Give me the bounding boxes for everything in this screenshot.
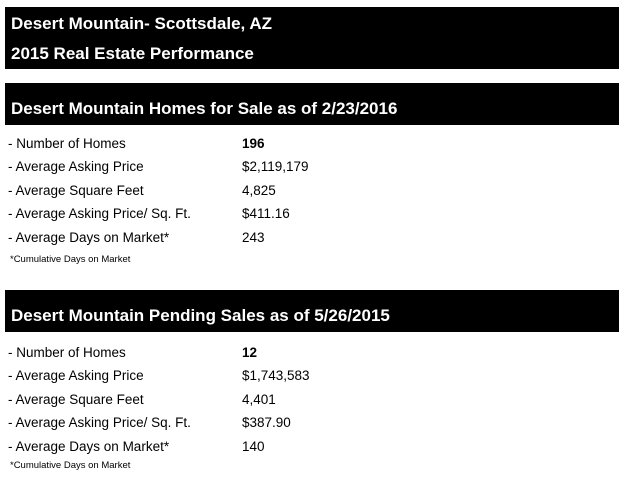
pending-sales-footnote: *Cumulative Days on Market bbox=[10, 460, 131, 471]
stat-value: 12 bbox=[242, 345, 258, 360]
report-subtitle: 2015 Real Estate Performance bbox=[11, 44, 254, 63]
homes-for-sale-heading: Desert Mountain Homes for Sale as of 2/2… bbox=[5, 83, 619, 125]
stat-row-average-price-per-sqft: - Average Asking Price/ Sq. Ft. $411.16 bbox=[8, 202, 618, 225]
stat-value: $387.90 bbox=[242, 415, 291, 431]
stat-value: 140 bbox=[242, 438, 265, 454]
stat-row-number-of-homes: - Number of Homes 12 bbox=[8, 341, 618, 364]
stat-row-average-asking-price: - Average Asking Price $2,119,179 bbox=[8, 155, 618, 178]
stat-label: - Average Square Feet bbox=[8, 391, 144, 407]
stat-value: $411.16 bbox=[242, 206, 290, 222]
pending-sales-heading: Desert Mountain Pending Sales as of 5/26… bbox=[5, 290, 619, 332]
stat-value: 4,825 bbox=[242, 182, 276, 198]
stat-label: - Average Asking Price/ Sq. Ft. bbox=[8, 415, 191, 431]
stat-label: - Average Days on Market* bbox=[8, 438, 170, 454]
stat-label: - Number of Homes bbox=[8, 136, 126, 151]
stat-row-average-price-per-sqft: - Average Asking Price/ Sq. Ft. $387.90 bbox=[8, 411, 618, 434]
report-title: Desert Mountain- Scottsdale, AZ bbox=[11, 14, 273, 33]
stat-value: 243 bbox=[242, 229, 265, 245]
stat-row-average-square-feet: - Average Square Feet 4,401 bbox=[8, 388, 618, 411]
stat-label: - Average Asking Price/ Sq. Ft. bbox=[8, 206, 191, 222]
stat-value: $1,743,583 bbox=[242, 368, 310, 384]
homes-for-sale-stats: - Number of Homes 196 - Average Asking P… bbox=[8, 132, 618, 249]
stat-value: $2,119,179 bbox=[242, 159, 309, 175]
stat-label: - Average Asking Price bbox=[8, 368, 144, 384]
stat-label: - Average Days on Market* bbox=[8, 229, 170, 245]
homes-for-sale-footnote: *Cumulative Days on Market bbox=[10, 254, 131, 265]
report-title-banner: Desert Mountain- Scottsdale, AZ 2015 Rea… bbox=[5, 7, 619, 69]
stat-label: - Number of Homes bbox=[8, 345, 126, 360]
stat-row-average-days-on-market: - Average Days on Market* 243 bbox=[8, 226, 618, 249]
stat-value: 4,401 bbox=[242, 391, 276, 407]
stat-row-average-days-on-market: - Average Days on Market* 140 bbox=[8, 435, 618, 458]
stat-label: - Average Square Feet bbox=[8, 182, 144, 198]
stat-value: 196 bbox=[242, 136, 265, 151]
stat-row-average-square-feet: - Average Square Feet 4,825 bbox=[8, 179, 618, 202]
stat-row-number-of-homes: - Number of Homes 196 bbox=[8, 132, 618, 155]
pending-sales-stats: - Number of Homes 12 - Average Asking Pr… bbox=[8, 341, 618, 458]
stat-row-average-asking-price: - Average Asking Price $1,743,583 bbox=[8, 364, 618, 387]
stat-label: - Average Asking Price bbox=[8, 159, 144, 175]
